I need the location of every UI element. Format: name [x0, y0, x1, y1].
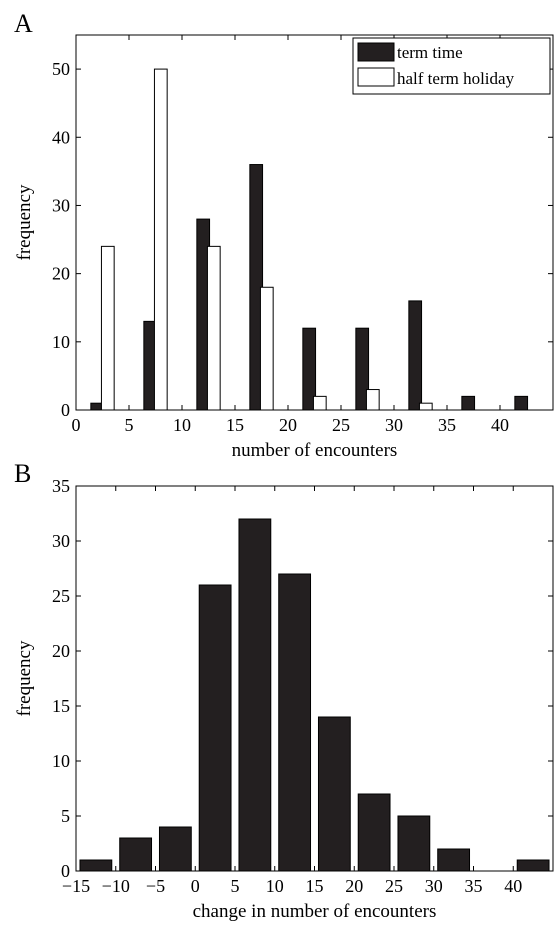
- y-tick-label: 25: [52, 586, 70, 606]
- y-tick-label: 0: [61, 400, 70, 420]
- panel-a-y-axis-title: frequency: [14, 184, 35, 260]
- x-tick-label: 35: [438, 415, 456, 435]
- panel-a: A 0 5 10 15 20 25 30 35 40 0 10 20 30 40 50 number of …: [14, 9, 554, 461]
- x-tick-label: 15: [306, 876, 324, 896]
- series-bar: [437, 848, 471, 872]
- half-term-holiday-bar: [206, 245, 221, 411]
- legend-label-term-time: term time: [397, 43, 463, 62]
- term-time-bar: [461, 395, 476, 411]
- x-tick-label: 30: [425, 876, 443, 896]
- half-term-holiday-bar: [259, 286, 274, 411]
- x-tick-label: −10: [102, 876, 130, 896]
- x-tick-label: 30: [385, 415, 403, 435]
- panel-a-label: A: [14, 9, 33, 38]
- y-tick-label: 10: [52, 332, 70, 352]
- y-tick-label: 30: [52, 531, 70, 551]
- x-tick-label: −15: [62, 876, 90, 896]
- legend-swatch-term-time: [357, 42, 395, 62]
- series-bar: [397, 815, 431, 872]
- series-bar: [79, 859, 113, 872]
- x-tick-label: 5: [231, 876, 240, 896]
- series-bar: [158, 826, 192, 872]
- x-tick-label: 10: [266, 876, 284, 896]
- x-tick-label: 25: [385, 876, 403, 896]
- x-tick-label: 25: [332, 415, 350, 435]
- series-bar: [198, 584, 232, 872]
- panel-a-bars: [90, 68, 529, 411]
- x-tick-label: 10: [173, 415, 191, 435]
- half-term-holiday-bar: [418, 402, 433, 411]
- term-time-bar: [514, 395, 529, 411]
- term-time-bar: [302, 327, 317, 411]
- plot-frame: [75, 485, 554, 872]
- x-tick-label: 35: [465, 876, 483, 896]
- series-bar: [317, 716, 351, 872]
- x-tick-label: 40: [491, 415, 509, 435]
- series-bar: [278, 573, 312, 872]
- legend-swatch-half-term-holiday: [357, 67, 395, 87]
- panel-a-x-axis-title: number of encounters: [232, 440, 398, 461]
- x-tick-label: −5: [146, 876, 165, 896]
- y-tick-label: 50: [52, 59, 70, 79]
- series-bar: [238, 518, 272, 872]
- panel-a-legend: term time half term holiday: [352, 37, 551, 95]
- x-tick-label: 15: [226, 415, 244, 435]
- half-term-holiday-bar: [100, 245, 115, 411]
- half-term-holiday-bar: [365, 389, 380, 411]
- y-tick-label: 10: [52, 751, 70, 771]
- y-tick-label: 35: [52, 476, 70, 496]
- y-tick-label: 5: [61, 806, 70, 826]
- series-bar: [119, 837, 153, 872]
- panel-b-y-axis-title: frequency: [14, 640, 35, 716]
- panel-b: B −15 −10 −5 0 5 10 15 20 25 30 35 40 0 5 10 15 20 25 30 35…: [14, 459, 554, 922]
- x-tick-label: 0: [191, 876, 200, 896]
- y-tick-label: 30: [52, 195, 70, 215]
- legend-label-half-term-holiday: half term holiday: [397, 69, 515, 88]
- term-time-bar: [408, 300, 423, 411]
- y-tick-label: 20: [52, 264, 70, 284]
- series-bar: [357, 793, 391, 872]
- panel-b-x-axis-title: change in number of encounters: [193, 901, 437, 922]
- half-term-holiday-bar: [153, 68, 168, 411]
- panel-b-bars: [79, 518, 550, 872]
- term-time-bar: [355, 327, 370, 411]
- y-tick-label: 15: [52, 696, 70, 716]
- y-tick-label: 20: [52, 641, 70, 661]
- x-tick-label: 40: [504, 876, 522, 896]
- panel-b-axes: −15 −10 −5 0 5 10 15 20 25 30 35 40 0 5 10 15 20 25 30 35: [52, 476, 554, 896]
- x-tick-label: 20: [279, 415, 297, 435]
- panel-b-label: B: [14, 459, 31, 488]
- x-tick-label: 0: [72, 415, 81, 435]
- y-tick-label: 40: [52, 127, 70, 147]
- y-tick-label: 0: [61, 861, 70, 881]
- x-tick-label: 20: [345, 876, 363, 896]
- series-bar: [516, 859, 550, 872]
- half-term-holiday-bar: [312, 395, 327, 411]
- x-tick-label: 5: [125, 415, 134, 435]
